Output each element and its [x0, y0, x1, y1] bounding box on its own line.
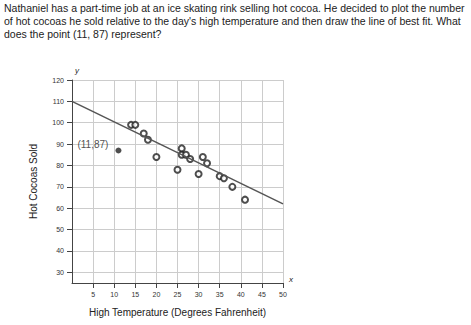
- html-text:Nathaniel has a part-time job: Nathaniel has a part-time job at an ice …: [4, 2, 465, 40]
- svg-text:110: 110: [53, 98, 64, 105]
- svg-text:35: 35: [216, 291, 224, 298]
- svg-text:40: 40: [237, 291, 245, 298]
- svg-text:30: 30: [56, 269, 64, 276]
- svg-text:100: 100: [52, 119, 64, 126]
- svg-text:High Temperature (Degrees Fahr: High Temperature (Degrees Fahrenheit): [89, 307, 266, 318]
- svg-text:25: 25: [174, 291, 182, 298]
- svg-text:x: x: [288, 275, 294, 284]
- svg-text:10: 10: [110, 291, 118, 298]
- svg-text:90: 90: [56, 141, 64, 148]
- svg-text:20: 20: [153, 291, 161, 298]
- svg-text:60: 60: [56, 205, 64, 212]
- svg-text:(11,87): (11,87): [77, 139, 108, 150]
- svg-text:y: y: [74, 66, 80, 75]
- svg-text:45: 45: [258, 291, 266, 298]
- svg-text:5: 5: [91, 291, 95, 298]
- svg-text:Hot Cocoas Sold: Hot Cocoas Sold: [28, 144, 39, 219]
- svg-text:50: 50: [279, 291, 287, 298]
- svg-text:15: 15: [131, 291, 139, 298]
- svg-text:80: 80: [56, 162, 64, 169]
- svg-text:50: 50: [56, 226, 64, 233]
- svg-text:30: 30: [195, 291, 203, 298]
- svg-text:70: 70: [56, 183, 64, 190]
- svg-text:120: 120: [52, 77, 64, 84]
- svg-text:40: 40: [56, 247, 64, 254]
